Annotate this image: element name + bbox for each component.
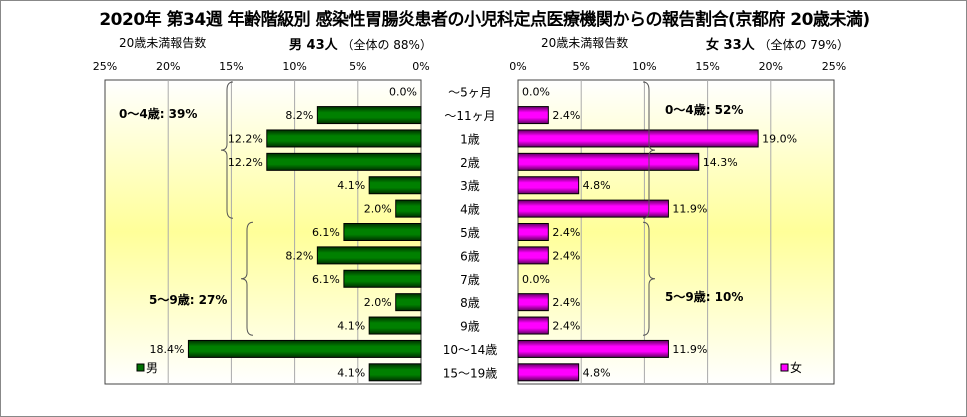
category-label: 15～19歳 xyxy=(443,366,498,380)
male-data-label: 0.0% xyxy=(389,86,417,99)
female-data-label: 2.4% xyxy=(552,226,580,239)
male-bar xyxy=(266,152,422,171)
male-data-label: 4.1% xyxy=(337,179,365,192)
male-bar xyxy=(187,339,422,358)
female-data-label: 14.3% xyxy=(703,156,738,169)
female-x-tick-label: 25% xyxy=(822,60,846,73)
female-bar xyxy=(517,223,549,241)
male-legend-swatch xyxy=(136,363,145,372)
male-brace-0-4 xyxy=(220,81,234,219)
female-data-label: 0.0% xyxy=(522,86,550,99)
female-bar xyxy=(517,129,759,148)
female-x-tick-label: 10% xyxy=(632,60,656,73)
male-bar xyxy=(343,223,422,241)
male-bar xyxy=(343,269,422,288)
male-bar xyxy=(316,246,422,265)
category-label: 10～14歳 xyxy=(443,343,498,357)
female-header: 女 33人 （全体の 79%） xyxy=(706,34,849,53)
female-bar xyxy=(517,152,700,171)
male-legend-label: 男 xyxy=(146,361,158,375)
male-data-label: 12.2% xyxy=(228,156,263,169)
female-header-label: 20歳未満報告数 xyxy=(541,36,629,50)
female-bar xyxy=(517,339,669,358)
category-label: 8歳 xyxy=(460,296,480,310)
female-bar xyxy=(517,246,549,265)
female-data-label: 2.4% xyxy=(552,296,580,309)
male-bar xyxy=(368,316,422,335)
male-x-tick-label: 25% xyxy=(93,60,117,73)
category-label: 6歳 xyxy=(460,249,480,263)
female-data-label: 19.0% xyxy=(762,132,797,145)
male-data-label: 4.1% xyxy=(337,366,365,379)
female-bar xyxy=(517,106,549,125)
category-label: 3歳 xyxy=(460,179,480,193)
male-data-label: 2.0% xyxy=(364,296,392,309)
female-bar xyxy=(517,176,580,195)
male-header-share: （全体の 88%） xyxy=(341,38,432,52)
male-data-label: 4.1% xyxy=(337,320,365,333)
female-header-total: 女 33人 xyxy=(706,38,755,53)
female-x-tick-label: 20% xyxy=(759,60,783,73)
male-group-annotation-5-9: 5～9歳: 27% xyxy=(149,293,228,307)
male-data-label: 18.4% xyxy=(149,343,184,356)
category-label: 1歳 xyxy=(460,132,480,146)
female-brace-0-4 xyxy=(642,81,656,219)
category-label: 4歳 xyxy=(460,203,480,217)
chart-title: 2020年 第34週 年齢階級別 感染性胃腸炎患者の小児科定点医療機関からの報告… xyxy=(99,10,870,30)
male-data-label: 8.2% xyxy=(285,109,313,122)
male-header: 男 43人 （全体の 88%） xyxy=(289,34,432,53)
female-bar xyxy=(517,199,669,218)
female-data-label: 2.4% xyxy=(552,109,580,122)
female-x-tick-label: 5% xyxy=(572,60,589,73)
male-group-annotation-0-4: 0～4歳: 39% xyxy=(119,107,198,121)
female-data-label: 4.8% xyxy=(583,366,611,379)
male-bar xyxy=(368,363,422,382)
male-x-tick-label: 10% xyxy=(282,60,306,73)
female-data-label: 11.9% xyxy=(672,203,707,216)
female-legend-label: 女 xyxy=(790,360,802,375)
male-bar xyxy=(316,106,422,125)
male-data-label: 6.1% xyxy=(312,273,340,286)
female-group-annotation-5-9: 5～9歳: 10% xyxy=(665,290,744,304)
category-label: 5歳 xyxy=(460,226,480,240)
female-x-tick-label: 15% xyxy=(695,60,719,73)
male-x-tick-label: 5% xyxy=(349,60,366,73)
female-group-annotation-0-4: 0～4歳: 52% xyxy=(665,103,744,117)
female-brace-5-9 xyxy=(642,221,656,336)
male-x-tick-label: 20% xyxy=(156,60,180,73)
male-data-label: 2.0% xyxy=(364,203,392,216)
male-header-total: 男 43人 xyxy=(289,38,338,53)
category-label: 7歳 xyxy=(460,273,480,287)
male-brace-5-9 xyxy=(240,221,254,336)
male-bar xyxy=(368,176,422,195)
female-data-label: 4.8% xyxy=(583,179,611,192)
category-label: ～11ヶ月 xyxy=(444,109,495,123)
male-bar xyxy=(395,199,422,218)
female-legend-swatch xyxy=(780,363,789,372)
male-bar xyxy=(395,293,422,312)
male-data-label: 6.1% xyxy=(312,226,340,239)
male-header-label: 20歳未満報告数 xyxy=(119,36,207,50)
male-data-label: 12.2% xyxy=(228,132,263,145)
female-bar xyxy=(517,293,549,312)
female-data-label: 11.9% xyxy=(672,343,707,356)
category-label: 9歳 xyxy=(460,320,480,334)
male-x-tick-label: 0% xyxy=(412,60,429,73)
female-data-label: 2.4% xyxy=(552,249,580,262)
category-label: 2歳 xyxy=(460,156,480,170)
male-data-label: 8.2% xyxy=(285,249,313,262)
female-data-label: 2.4% xyxy=(552,320,580,333)
female-bar xyxy=(517,316,549,335)
female-header-share: （全体の 79%） xyxy=(758,38,849,52)
category-label: ～5ヶ月 xyxy=(448,86,492,100)
female-data-label: 0.0% xyxy=(522,273,550,286)
male-x-tick-label: 15% xyxy=(219,60,243,73)
male-bar xyxy=(266,129,422,148)
female-x-tick-label: 0% xyxy=(509,60,526,73)
female-bar xyxy=(517,363,580,382)
